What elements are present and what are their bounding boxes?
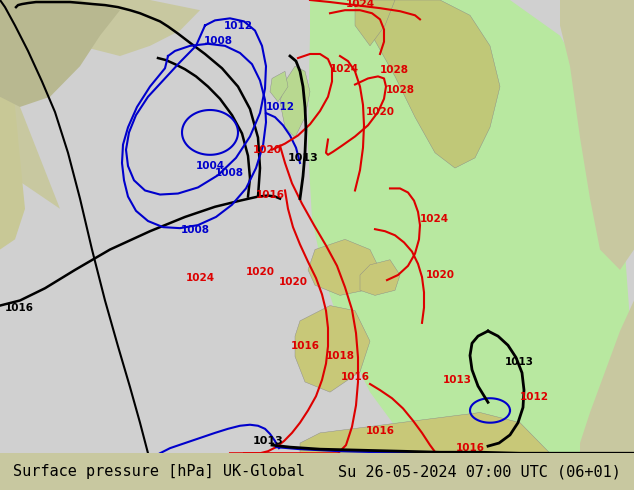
- Text: 1020: 1020: [279, 277, 308, 287]
- Text: 1024: 1024: [330, 64, 359, 74]
- Polygon shape: [0, 0, 60, 209]
- Text: 1020: 1020: [426, 270, 455, 280]
- Polygon shape: [0, 0, 634, 453]
- Text: 1016: 1016: [341, 372, 370, 382]
- Polygon shape: [308, 239, 380, 295]
- Text: Su 26-05-2024 07:00 UTC (06+01): Su 26-05-2024 07:00 UTC (06+01): [339, 464, 621, 479]
- Polygon shape: [560, 0, 634, 270]
- Text: 1004: 1004: [195, 161, 224, 171]
- Text: 1016: 1016: [365, 426, 394, 436]
- Text: 1013: 1013: [288, 153, 318, 163]
- Text: 1024: 1024: [346, 0, 375, 9]
- Polygon shape: [308, 0, 630, 453]
- Text: 1024: 1024: [185, 273, 214, 283]
- Polygon shape: [580, 300, 634, 453]
- Polygon shape: [0, 0, 200, 56]
- Text: 1013: 1013: [443, 375, 472, 385]
- Text: 1008: 1008: [181, 225, 209, 235]
- Polygon shape: [0, 0, 120, 107]
- Text: 1016: 1016: [256, 191, 285, 200]
- Polygon shape: [360, 260, 400, 295]
- Polygon shape: [365, 0, 500, 168]
- Text: 1008: 1008: [215, 168, 244, 178]
- Text: 1013: 1013: [252, 436, 283, 446]
- Text: 1012: 1012: [520, 392, 549, 402]
- Polygon shape: [270, 72, 288, 102]
- Text: 1018: 1018: [325, 351, 354, 362]
- Text: 1020: 1020: [246, 267, 275, 277]
- Text: 1016: 1016: [455, 443, 484, 453]
- Polygon shape: [0, 0, 25, 249]
- Text: Surface pressure [hPa] UK-Global: Surface pressure [hPa] UK-Global: [13, 464, 305, 479]
- Text: 1024: 1024: [420, 214, 449, 224]
- Text: 1008: 1008: [204, 36, 233, 46]
- Text: 1020: 1020: [366, 107, 395, 117]
- Polygon shape: [300, 413, 550, 453]
- Polygon shape: [295, 306, 370, 392]
- Text: 1028: 1028: [386, 85, 415, 95]
- Text: 1013: 1013: [505, 357, 534, 367]
- Polygon shape: [280, 66, 310, 138]
- Text: 1012: 1012: [224, 22, 252, 31]
- Polygon shape: [0, 0, 100, 30]
- Text: 1012: 1012: [266, 102, 295, 112]
- Text: 1016: 1016: [291, 342, 320, 351]
- Polygon shape: [355, 0, 395, 46]
- Polygon shape: [0, 0, 634, 453]
- Text: 1016: 1016: [5, 302, 34, 313]
- Text: 1020: 1020: [253, 145, 282, 155]
- Text: 1028: 1028: [380, 65, 409, 75]
